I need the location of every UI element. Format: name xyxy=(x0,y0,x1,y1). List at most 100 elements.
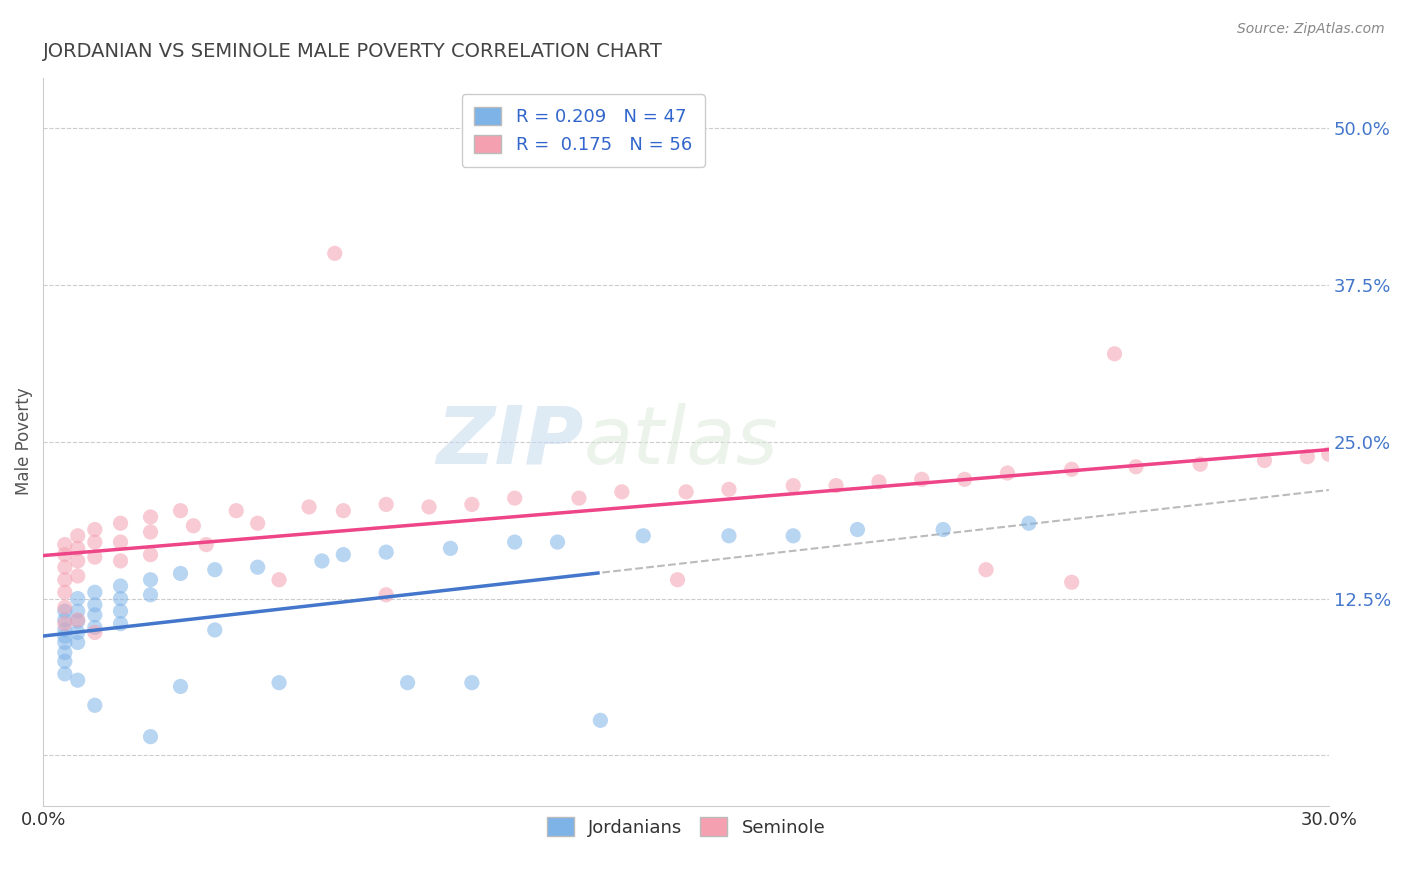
Point xyxy=(1060,575,1083,590)
Point xyxy=(169,566,191,581)
Point xyxy=(66,635,89,649)
Point xyxy=(66,613,89,627)
Point xyxy=(332,548,354,562)
Point xyxy=(1253,453,1275,467)
Point xyxy=(503,535,526,549)
Point xyxy=(1317,447,1340,461)
Point xyxy=(53,600,76,615)
Point xyxy=(53,654,76,668)
Point xyxy=(66,569,89,583)
Point xyxy=(911,472,934,486)
Point xyxy=(1296,450,1319,464)
Point xyxy=(717,483,740,497)
Point xyxy=(169,504,191,518)
Point xyxy=(311,554,333,568)
Point xyxy=(110,591,132,606)
Point xyxy=(846,523,869,537)
Point xyxy=(83,585,105,599)
Point xyxy=(953,472,976,486)
Point xyxy=(396,675,419,690)
Point xyxy=(53,616,76,631)
Point xyxy=(53,585,76,599)
Point xyxy=(110,516,132,531)
Point xyxy=(83,620,105,634)
Point xyxy=(110,604,132,618)
Point xyxy=(53,538,76,552)
Point xyxy=(53,548,76,562)
Point xyxy=(246,560,269,574)
Point xyxy=(461,675,484,690)
Point xyxy=(267,573,290,587)
Point xyxy=(66,625,89,640)
Point xyxy=(267,675,290,690)
Point xyxy=(53,613,76,627)
Point xyxy=(675,484,697,499)
Point xyxy=(547,535,569,549)
Point xyxy=(83,625,105,640)
Point xyxy=(53,666,76,681)
Point xyxy=(66,614,89,628)
Point xyxy=(83,535,105,549)
Point xyxy=(782,529,804,543)
Text: ZIP: ZIP xyxy=(436,402,583,481)
Point xyxy=(139,730,162,744)
Point xyxy=(53,635,76,649)
Point xyxy=(66,604,89,618)
Point xyxy=(932,523,955,537)
Point xyxy=(66,554,89,568)
Point xyxy=(139,573,162,587)
Point xyxy=(323,246,346,260)
Text: Source: ZipAtlas.com: Source: ZipAtlas.com xyxy=(1237,22,1385,37)
Point xyxy=(375,588,398,602)
Point xyxy=(375,497,398,511)
Point xyxy=(568,491,591,505)
Point xyxy=(298,500,321,514)
Point xyxy=(139,510,162,524)
Point xyxy=(666,573,689,587)
Point xyxy=(66,541,89,556)
Point xyxy=(139,588,162,602)
Point xyxy=(974,563,997,577)
Y-axis label: Male Poverty: Male Poverty xyxy=(15,388,32,495)
Point xyxy=(83,550,105,565)
Point xyxy=(997,466,1019,480)
Point xyxy=(439,541,461,556)
Point xyxy=(110,535,132,549)
Point xyxy=(66,591,89,606)
Point xyxy=(610,484,633,499)
Text: JORDANIAN VS SEMINOLE MALE POVERTY CORRELATION CHART: JORDANIAN VS SEMINOLE MALE POVERTY CORRE… xyxy=(44,42,664,61)
Point xyxy=(139,524,162,539)
Point xyxy=(633,529,655,543)
Point xyxy=(717,529,740,543)
Point xyxy=(53,604,76,618)
Point xyxy=(589,714,612,728)
Point xyxy=(53,573,76,587)
Point xyxy=(83,607,105,622)
Point xyxy=(183,518,205,533)
Legend: Jordanians, Seminole: Jordanians, Seminole xyxy=(540,810,832,844)
Point xyxy=(83,523,105,537)
Point xyxy=(66,529,89,543)
Point xyxy=(110,616,132,631)
Text: atlas: atlas xyxy=(583,402,778,481)
Point xyxy=(83,698,105,713)
Point xyxy=(66,673,89,688)
Point xyxy=(1104,347,1126,361)
Point xyxy=(110,554,132,568)
Point xyxy=(225,504,247,518)
Point xyxy=(53,629,76,643)
Point xyxy=(169,680,191,694)
Point xyxy=(204,623,226,637)
Point xyxy=(195,538,218,552)
Point xyxy=(53,646,76,660)
Point xyxy=(418,500,440,514)
Point xyxy=(1018,516,1040,531)
Point xyxy=(332,504,354,518)
Point xyxy=(1060,462,1083,476)
Point xyxy=(139,548,162,562)
Point xyxy=(53,560,76,574)
Point xyxy=(825,478,848,492)
Point xyxy=(83,598,105,612)
Point xyxy=(375,545,398,559)
Point xyxy=(503,491,526,505)
